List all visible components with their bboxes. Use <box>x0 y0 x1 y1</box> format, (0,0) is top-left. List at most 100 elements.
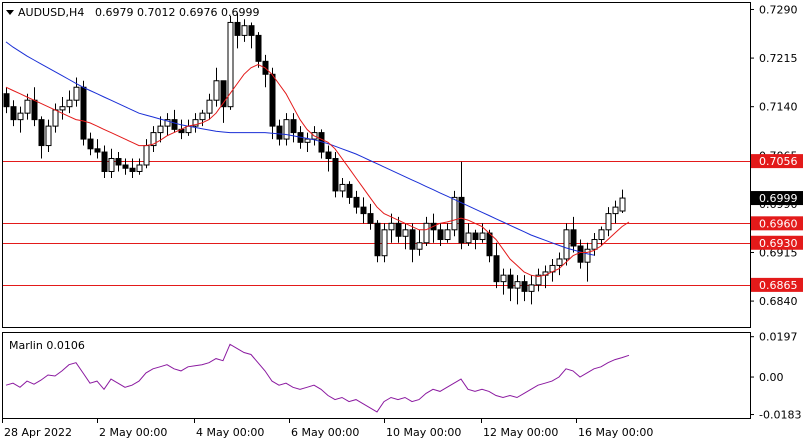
candle <box>591 233 598 256</box>
candle-body-bull <box>52 109 59 127</box>
candle <box>346 181 353 204</box>
candle <box>437 223 444 246</box>
symbol-dropdown-icon[interactable] <box>6 10 14 15</box>
candle <box>248 22 255 49</box>
candle <box>409 223 416 263</box>
candle <box>535 268 542 292</box>
candle-body-bull <box>528 284 535 292</box>
candle <box>17 106 24 133</box>
candle <box>101 145 108 178</box>
candle-body-bear <box>353 196 360 208</box>
ma-red-line <box>5 64 630 278</box>
level-label: 0.6960 <box>759 217 798 230</box>
candle <box>220 80 227 123</box>
candle-body-bull <box>402 229 409 237</box>
chart-title: AUDUSD,H4 <box>18 6 84 19</box>
ohlc-readout: 0.6979 0.7012 0.6976 0.6999 <box>95 6 259 19</box>
candle <box>528 275 535 305</box>
marlin-tick-label: 0.00 <box>759 371 784 384</box>
candle <box>395 216 402 243</box>
candle-body-bear <box>360 206 367 215</box>
level-label-box <box>751 154 803 169</box>
candle <box>465 223 472 246</box>
candle <box>472 229 479 250</box>
candle <box>598 226 605 246</box>
candle <box>10 100 17 127</box>
candle-body-bear <box>493 255 500 283</box>
marlin-axis: 0.0197 0.00 -0.0183 <box>750 331 801 422</box>
candle <box>45 119 52 153</box>
candle <box>458 161 465 250</box>
candle <box>192 113 199 133</box>
candle <box>619 189 626 213</box>
candle <box>241 19 248 42</box>
candle-body-bear <box>395 222 402 237</box>
candle-body-bull <box>241 25 248 36</box>
candle <box>388 213 395 243</box>
candle <box>150 126 157 153</box>
candle-body-bear <box>129 167 136 172</box>
candle-body-bear <box>325 151 332 160</box>
candle <box>353 190 360 214</box>
candle <box>339 177 346 198</box>
candle-body-bull <box>479 232 486 241</box>
time-tick-label: 2 May 00:00 <box>99 426 167 439</box>
candle-body-bull <box>535 274 542 286</box>
candle <box>234 12 241 49</box>
candle-body-bull <box>444 229 451 241</box>
candle-body-bear <box>332 158 339 192</box>
candle-body-bull <box>136 164 143 172</box>
candle <box>164 113 171 136</box>
marlin-title: Marlin 0.0106 <box>9 339 85 352</box>
candle <box>605 207 612 237</box>
candle <box>402 223 409 250</box>
candle-body-bull <box>514 281 521 289</box>
time-tick-label: 10 May 00:00 <box>386 426 461 439</box>
candle-body-bear <box>570 229 577 247</box>
candle-body-bear <box>171 119 178 130</box>
candle-body-bear <box>276 125 283 140</box>
candle <box>255 32 262 68</box>
level-label: 0.6865 <box>759 279 798 292</box>
marlin-panel: Marlin 0.0106 <box>2 332 751 419</box>
candle-body-bull <box>108 158 115 172</box>
marlin-tick-label: -0.0183 <box>759 409 801 422</box>
candle-body-bear <box>472 232 479 241</box>
candle-body-bull <box>500 274 507 283</box>
time-tick-label: 6 May 00:00 <box>291 426 359 439</box>
level-label-box <box>751 216 803 231</box>
candle-body-bear <box>234 21 241 36</box>
time-tick-label: 16 May 00:00 <box>578 426 653 439</box>
candle <box>423 216 430 246</box>
candle <box>213 67 220 107</box>
moving-averages-layer <box>5 41 630 278</box>
price-axis: 0.72900.72150.71400.70650.69900.69150.68… <box>750 3 803 308</box>
candle-body-bear <box>80 86 87 140</box>
price-tick-label: 0.7215 <box>759 52 798 65</box>
candle <box>136 158 143 175</box>
level-label: 0.7056 <box>759 155 798 168</box>
candle-body-bull <box>381 229 388 257</box>
candle <box>360 197 367 224</box>
ma-blue-line <box>5 41 595 256</box>
candle <box>171 109 178 133</box>
candle-body-bear <box>101 151 108 172</box>
candle <box>129 158 136 178</box>
candle-body-bull <box>164 119 171 127</box>
candle <box>556 252 563 276</box>
candle <box>514 275 521 305</box>
candle <box>38 116 45 159</box>
candle-body-bear <box>486 232 493 257</box>
candle <box>521 275 528 302</box>
candle <box>3 87 10 114</box>
time-tick-label: 12 May 00:00 <box>483 426 558 439</box>
candle-body-bear <box>122 164 129 169</box>
time-tick-label: 4 May 00:00 <box>196 426 264 439</box>
marlin-tick-label: 0.0197 <box>759 331 798 344</box>
current-price-label: 0.6999 <box>759 192 798 205</box>
candle-body-bear <box>220 80 227 108</box>
candle-body-bull <box>304 138 311 143</box>
marlin-panel-frame <box>2 332 751 419</box>
candle <box>367 203 374 230</box>
candle-body-bull <box>584 248 591 263</box>
